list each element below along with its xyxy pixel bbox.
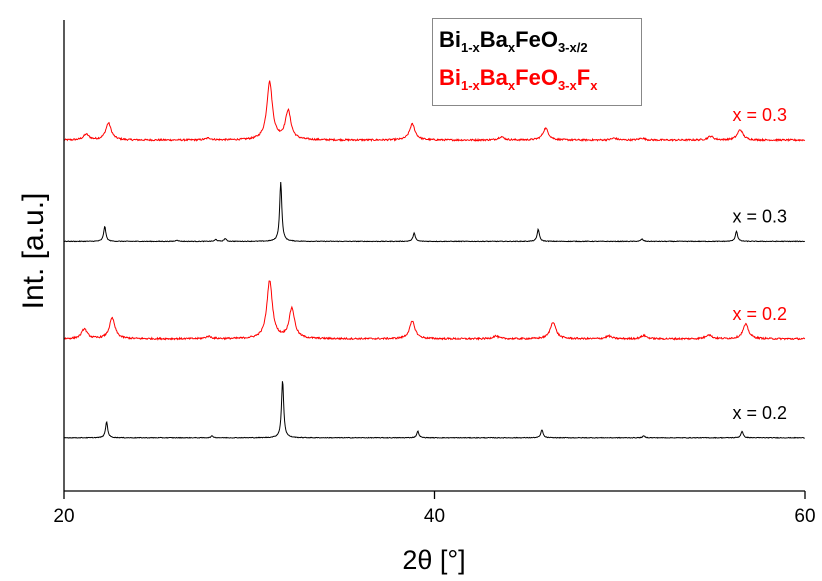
x-axis-ticks: 20 40 60: [53, 491, 816, 527]
x-tick-label: 60: [794, 506, 815, 527]
x-tick-label: 20: [53, 506, 74, 527]
legend-subscript: 1-x: [461, 40, 480, 55]
trace-black-02: [63, 381, 805, 439]
trace-label: x = 0.2: [732, 403, 787, 423]
legend-entry-fluorine: Bi1-xBaxFeO3-xFx: [439, 65, 597, 93]
trace-black-03: [63, 182, 805, 243]
legend-subscript: 3-x: [557, 78, 577, 93]
legend-text: Bi: [439, 65, 461, 90]
trace-label: x = 0.3: [732, 206, 787, 226]
legend-text: F: [576, 65, 591, 90]
legend-subscript: 1-x: [461, 78, 480, 93]
trace-red-02: [63, 280, 806, 341]
legend-subscript: 3-x/2: [557, 40, 588, 55]
legend-subscript: x: [590, 78, 598, 93]
legend-text: Ba: [479, 27, 508, 52]
legend-subscript: x: [507, 78, 516, 93]
trace-label: x = 0.2: [732, 304, 787, 324]
legend-entry-no-fluorine: Bi1-xBaxFeO3-x/2: [439, 27, 588, 55]
legend-text: Bi: [439, 27, 461, 52]
x-tick-label: 40: [424, 506, 445, 527]
legend-text: FeO: [515, 65, 558, 90]
y-axis-label: Int. [a.u.]: [17, 193, 50, 310]
diffraction-traces: x = 0.3 x = 0.3 x = 0.2 x = 0.2: [63, 80, 806, 439]
legend-text: FeO: [515, 27, 558, 52]
legend-text: Ba: [479, 65, 508, 90]
trace-label: x = 0.3: [732, 105, 787, 125]
legend: Bi1-xBaxFeO3-x/2 Bi1-xBaxFeO3-xFx: [432, 18, 642, 106]
trace-red-03: [63, 80, 806, 143]
x-axis-label: 2θ [°]: [402, 545, 465, 575]
legend-subscript: x: [507, 40, 516, 55]
